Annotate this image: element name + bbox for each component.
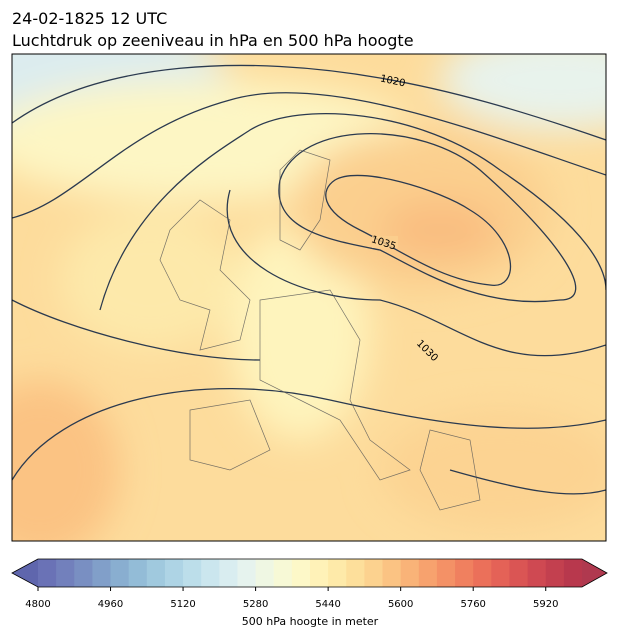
colorbar-segment xyxy=(219,559,238,587)
colorbar-under xyxy=(12,559,38,587)
colorbar-tick-label: 5440 xyxy=(315,599,340,610)
colorbar-outline xyxy=(11,558,608,588)
title-line: Luchtdruk op zeeniveau in hPa en 500 hPa… xyxy=(12,31,414,50)
colorbar-segment xyxy=(418,559,438,587)
colorbar-segment xyxy=(545,559,565,587)
colorbar-segment xyxy=(382,559,402,587)
colorbar-tick-label: 4960 xyxy=(98,599,123,610)
colorbar-segment xyxy=(455,559,474,587)
colorbar-segment xyxy=(255,559,275,587)
colorbar-segment xyxy=(364,559,384,587)
colorbar-segment xyxy=(273,559,293,587)
colorbar-tick-label: 5600 xyxy=(388,599,413,610)
colorbar-segment xyxy=(164,559,184,587)
colorbar-segment xyxy=(110,559,130,587)
colorbar-segment xyxy=(92,559,112,587)
colorbar-segment xyxy=(74,559,93,587)
colorbar-segment xyxy=(436,559,456,587)
colorbar-segment xyxy=(400,559,420,587)
colorbar-segment xyxy=(473,559,492,587)
colorbar: 4800 4960 5120 5280 5440 5600 5760 5920 500 hPa … xyxy=(11,558,608,628)
map: 1035 1020 1030 xyxy=(12,54,606,541)
colorbar-segment xyxy=(527,559,547,587)
title-line: 24-02-1825 12 UTC xyxy=(12,9,167,28)
isobars xyxy=(12,64,606,495)
colorbar-over xyxy=(582,559,607,587)
colorbar-label: 500 hPa hoogte in meter xyxy=(242,615,379,628)
colorbar-segment xyxy=(563,559,583,587)
contour-label: 1020 xyxy=(379,73,406,89)
colorbar-segment xyxy=(291,559,311,587)
colorbar-segment xyxy=(310,559,329,587)
colorbar-tick-label: 5120 xyxy=(170,599,195,610)
colorbar-tick-label: 5760 xyxy=(460,599,485,610)
colorbar-segment xyxy=(201,559,220,587)
colorbar-segment xyxy=(328,559,347,587)
colorbar-segment xyxy=(128,559,148,587)
map-frame xyxy=(11,53,607,542)
colorbar-segment xyxy=(237,559,257,587)
colorbar-tick-label: 5280 xyxy=(243,599,268,610)
colorbar-segment xyxy=(491,559,510,587)
coastlines xyxy=(159,149,481,511)
colorbar-tick-label: 4800 xyxy=(25,599,50,610)
colorbar-segment xyxy=(509,559,529,587)
colorbar-segment xyxy=(183,559,202,587)
colorbar-segment xyxy=(38,559,57,587)
colorbar-segment xyxy=(56,559,75,587)
colorbar-segment xyxy=(346,559,365,587)
colorbar-segment xyxy=(146,559,166,587)
colorbar-tick-label: 5920 xyxy=(533,599,558,610)
